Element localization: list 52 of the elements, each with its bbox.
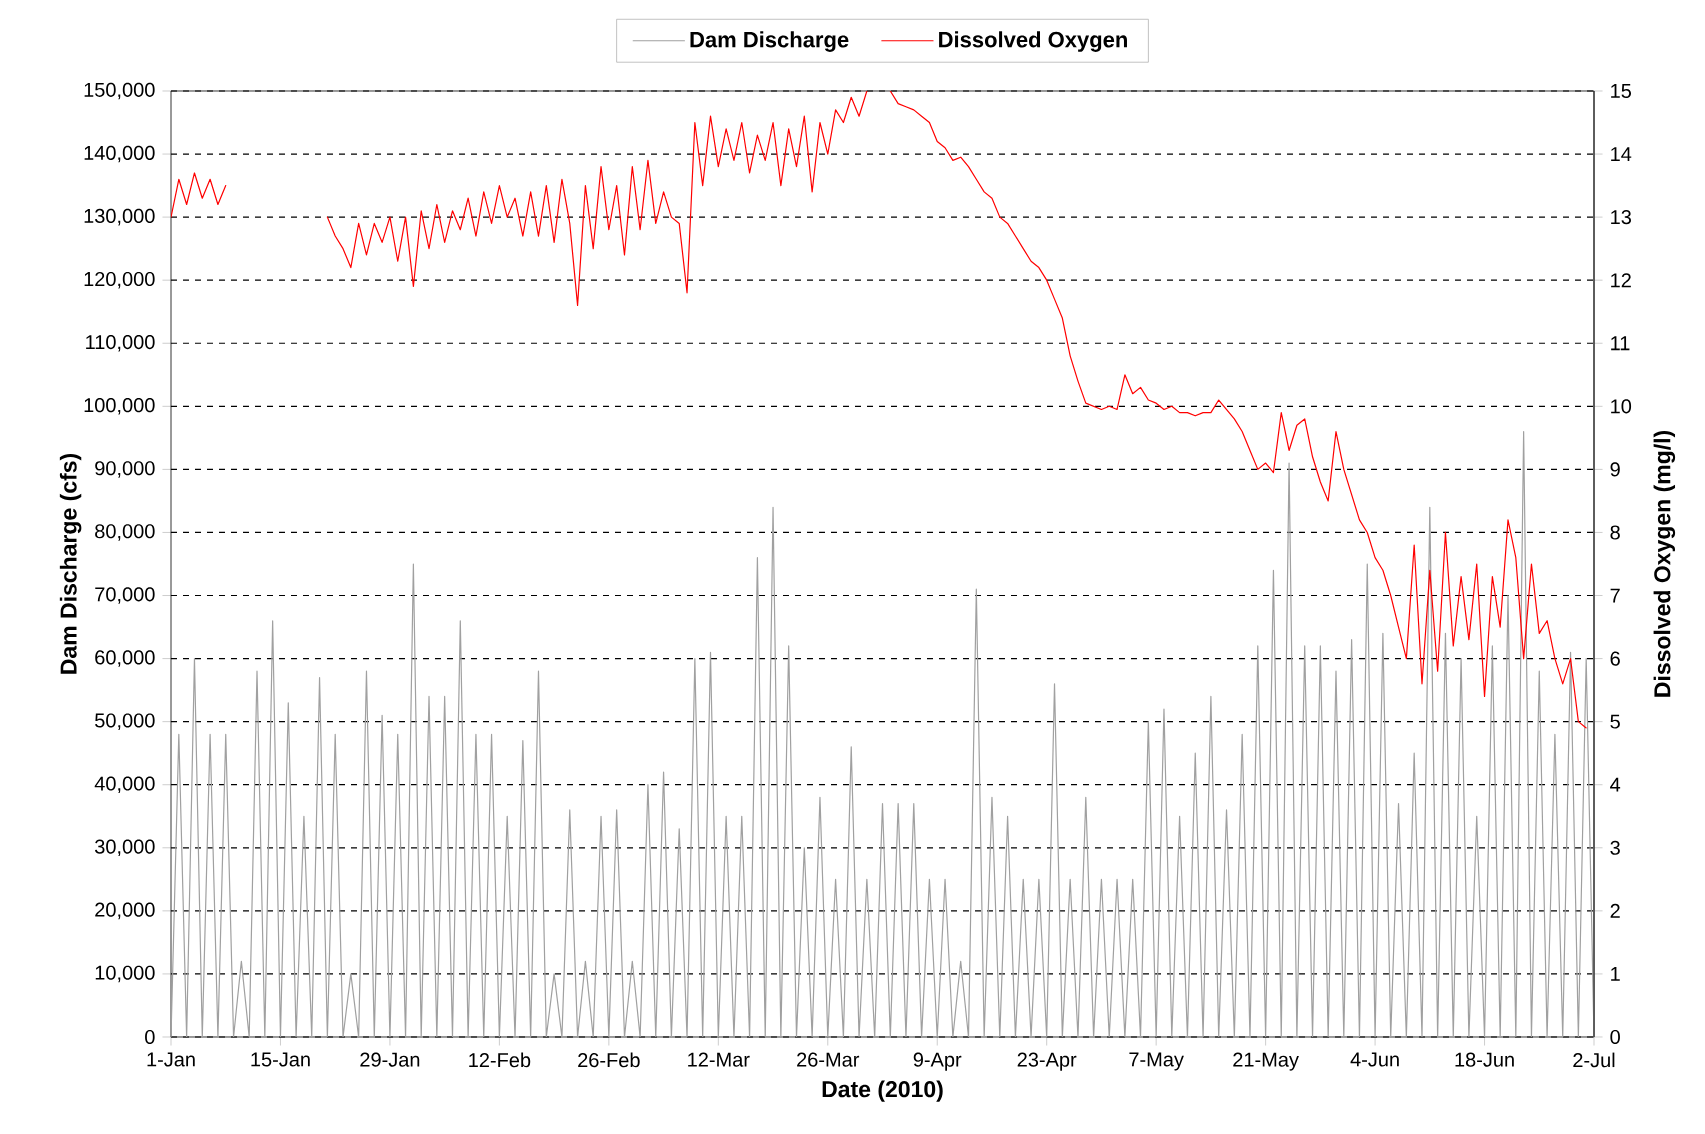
y2-tick-label: 1 xyxy=(1611,967,1620,981)
y2-tick-label: 12 xyxy=(1611,273,1631,288)
y2-tick-label: 5 xyxy=(1610,714,1620,729)
x-tick-label: 12-Feb xyxy=(469,1052,531,1068)
y-tick-label: 50,000 xyxy=(95,713,155,730)
legend-label: Dam Discharge xyxy=(690,31,849,52)
y2-tick-label: 2 xyxy=(1610,903,1620,918)
y-tick-label: 150,000 xyxy=(84,82,155,100)
y2-tick-label: 8 xyxy=(1610,525,1620,540)
y-tick-label: 80,000 xyxy=(95,524,155,541)
y-tick-label: 0 xyxy=(145,1029,155,1045)
y2-tick-label: 14 xyxy=(1611,147,1632,161)
y2-tick-label: 11 xyxy=(1611,336,1630,351)
x-tick-label: 29-Jan xyxy=(360,1052,420,1067)
y2-tick-label: 7 xyxy=(1610,588,1620,603)
x-tick-label: 1-Jan xyxy=(147,1052,195,1067)
x-tick-label: 2-Jul xyxy=(1573,1052,1615,1068)
x-tick-label: 23-Apr xyxy=(1017,1052,1077,1071)
x-tick-label: 7-May xyxy=(1129,1052,1184,1071)
y-tick-label: 140,000 xyxy=(84,145,155,163)
x-tick-label: 21-May xyxy=(1233,1052,1299,1071)
y2-tick-label: 10 xyxy=(1611,399,1632,414)
line-series xyxy=(171,430,1594,1037)
x-tick-label: 9-Apr xyxy=(913,1052,962,1071)
x-tick-label: 26-Feb xyxy=(578,1052,640,1068)
x-tick-label: 4-Jun xyxy=(1350,1052,1399,1067)
x-tick-label: 26-Mar xyxy=(797,1052,860,1067)
x-tick-label: 18-Jun xyxy=(1455,1052,1514,1067)
y-tick-label: 130,000 xyxy=(84,208,155,226)
y-tick-label: 30,000 xyxy=(94,839,155,857)
y-tick-label: 20,000 xyxy=(95,902,155,920)
y-tick-label: 70,000 xyxy=(95,587,155,604)
x-axis-title: Date (2010) xyxy=(822,1080,943,1102)
y-tick-label: 120,000 xyxy=(84,271,155,289)
legend-label: Dissolved Oxygen xyxy=(939,31,1127,52)
y2-tick-label: 4 xyxy=(1610,777,1621,792)
y2-tick-label: 9 xyxy=(1610,462,1620,477)
y-tick-label: 10,000 xyxy=(95,965,155,983)
y-tick-label: 110,000 xyxy=(86,335,155,352)
y-tick-label: 60,000 xyxy=(95,650,155,667)
y2-tick-label: 13 xyxy=(1611,210,1631,225)
y2-tick-label: 6 xyxy=(1610,651,1620,666)
y-tick-label: 40,000 xyxy=(94,776,155,793)
y-tick-label: 90,000 xyxy=(95,461,155,478)
y2-tick-label: 3 xyxy=(1610,840,1620,855)
y2-tick-label: 0 xyxy=(1610,1029,1620,1045)
y2-tick-label: 15 xyxy=(1611,84,1632,98)
y-tick-label: 100,000 xyxy=(84,398,155,415)
x-tick-label: 15-Jan xyxy=(251,1052,310,1067)
y-axis-title: Dam Discharge (cfs) xyxy=(59,453,82,674)
x-tick-label: 12-Mar xyxy=(688,1052,750,1067)
y2-axis-title: Dissolved Oxygen (mg/l) xyxy=(1653,430,1676,697)
